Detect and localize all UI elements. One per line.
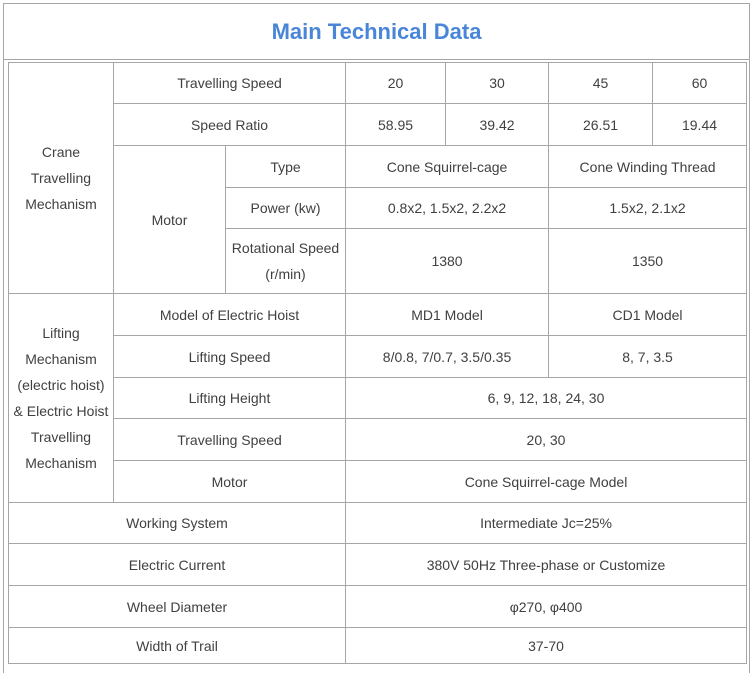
cell-hoist-model-2: CD1 Model <box>548 293 748 336</box>
table-row: Travelling Speed 20, 30 <box>9 418 748 461</box>
page-title: Main Technical Data <box>4 4 749 60</box>
cell-motor-power-2: 1.5x2, 2.1x2 <box>548 187 748 229</box>
row-label-motor-type: Type <box>224 145 347 188</box>
cell-speed-ratio-2: 39.42 <box>445 103 550 146</box>
table-row: Crane Travelling Mechanism Travelling Sp… <box>8 62 748 294</box>
cell-hoist-travelling-speed: 20, 30 <box>345 418 748 461</box>
cell-travelling-speed-4: 60 <box>652 62 748 104</box>
table-row: Wheel Diameter φ270, φ400 <box>7 585 748 628</box>
table-row: Motor Cone Squirrel-cage Model <box>9 460 748 503</box>
cell-lifting-speed-1: 8/0.8, 7/0.7, 3.5/0.35 <box>345 335 550 378</box>
row-label-electric-current: Electric Current <box>7 543 347 586</box>
row-label-hoist-travelling-speed: Travelling Speed <box>112 418 347 461</box>
cell-speed-ratio-3: 26.51 <box>548 103 654 146</box>
cell-motor-power-1: 0.8x2, 1.5x2, 2.2x2 <box>345 187 550 229</box>
cell-electric-current: 380V 50Hz Three-phase or Customize <box>345 543 748 586</box>
cell-width-of-trail: 37-70 <box>345 627 748 664</box>
cell-motor-rotational-speed-2: 1350 <box>548 228 748 294</box>
cell-speed-ratio-1: 58.95 <box>345 103 447 146</box>
table-row: Lifting Speed 8/0.8, 7/0.7, 3.5/0.35 8, … <box>9 335 748 378</box>
row-label-working-system: Working System <box>7 502 347 544</box>
cell-wheel-diameter: φ270, φ400 <box>345 585 748 628</box>
cell-lifting-speed-2: 8, 7, 3.5 <box>548 335 748 378</box>
cell-working-system: Intermediate Jc=25% <box>345 502 748 544</box>
group-label-motor: Motor <box>113 145 226 294</box>
cell-motor-type-1: Cone Squirrel-cage <box>345 145 550 188</box>
section-label-crane-travelling-mechanism: Crane Travelling Mechanism <box>8 62 114 294</box>
table-row: Motor Type Cone Squirrel-cage Cone Windi… <box>9 145 748 294</box>
cell-travelling-speed-3: 45 <box>548 62 654 104</box>
row-label-hoist-motor: Motor <box>112 460 347 503</box>
table-row: Lifting Mechanism (electric hoist) & Ele… <box>8 293 748 503</box>
table-row: Lifting Height 6, 9, 12, 18, 24, 30 <box>9 377 748 419</box>
table-row: Power (kw) 0.8x2, 1.5x2, 2.2x2 1.5x2, 2.… <box>9 187 748 229</box>
table-row: Rotational Speed (r/min) 1380 1350 <box>9 228 748 294</box>
technical-data-table: Crane Travelling Mechanism Travelling Sp… <box>7 62 748 664</box>
row-label-motor-power: Power (kw) <box>224 187 347 229</box>
cell-hoist-motor: Cone Squirrel-cage Model <box>345 460 748 503</box>
table-row: Working System Intermediate Jc=25% <box>7 502 748 544</box>
cell-speed-ratio-4: 19.44 <box>652 103 748 146</box>
row-label-speed-ratio: Speed Ratio <box>112 103 347 146</box>
row-label-motor-rotational-speed: Rotational Speed (r/min) <box>224 228 347 294</box>
cell-travelling-speed-1: 20 <box>345 62 447 104</box>
row-label-travelling-speed: Travelling Speed <box>112 62 347 104</box>
row-label-lifting-speed: Lifting Speed <box>112 335 347 378</box>
cell-lifting-height: 6, 9, 12, 18, 24, 30 <box>345 377 748 419</box>
cell-travelling-speed-2: 30 <box>445 62 550 104</box>
technical-data-panel: Main Technical Data Crane Travelling Mec… <box>3 3 750 673</box>
table-row: Speed Ratio 58.95 39.42 26.51 19.44 <box>9 103 748 146</box>
row-label-model-of-electric-hoist: Model of Electric Hoist <box>112 293 347 336</box>
table-row: Width of Trail 37-70 <box>7 627 748 664</box>
table-row: Electric Current 380V 50Hz Three-phase o… <box>7 543 748 586</box>
row-label-lifting-height: Lifting Height <box>112 377 347 419</box>
cell-motor-type-2: Cone Winding Thread <box>548 145 748 188</box>
row-label-wheel-diameter: Wheel Diameter <box>7 585 347 628</box>
section-label-lifting-mechanism: Lifting Mechanism (electric hoist) & Ele… <box>8 293 114 503</box>
row-label-width-of-trail: Width of Trail <box>7 627 347 664</box>
cell-hoist-model-1: MD1 Model <box>345 293 550 336</box>
cell-motor-rotational-speed-1: 1380 <box>345 228 550 294</box>
